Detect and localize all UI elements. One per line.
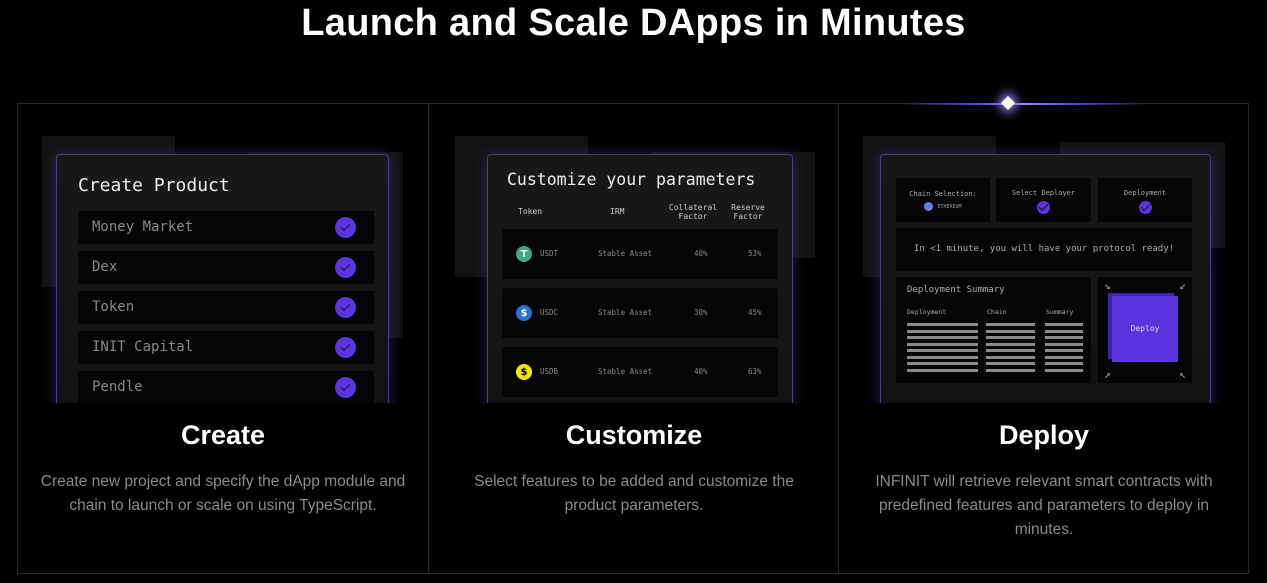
step-description: Create new project and specify the dApp …: [40, 473, 406, 514]
check-circle-icon: [335, 377, 356, 398]
check-circle-icon: [335, 257, 356, 278]
collateral-cell: 30%: [694, 308, 708, 317]
create-illustration: Create Product Money Market Dex Token IN…: [42, 136, 418, 403]
tether-icon: T: [516, 246, 532, 262]
summary-header: Deployment: [907, 308, 947, 316]
arrow-in-icon: ↘: [1104, 279, 1111, 292]
ready-message: In <1 minute, you will have your protoco…: [896, 228, 1192, 271]
deploy-button[interactable]: Deploy: [1112, 296, 1178, 362]
check-circle-icon: [335, 337, 356, 358]
product-option[interactable]: Money Market: [78, 211, 374, 244]
page-title: Launch and Scale DApps in Minutes: [301, 2, 966, 44]
step-create: Create Product Money Market Dex Token IN…: [18, 104, 428, 573]
option-label: INIT Capital: [92, 339, 194, 355]
token-cell: USDT: [540, 249, 559, 258]
product-option[interactable]: Dex: [78, 251, 374, 284]
glow-line: [898, 103, 1148, 105]
step-description: INFINIT will retrieve relevant smart con…: [875, 473, 1213, 538]
deployment-box[interactable]: Deployment: [1098, 178, 1192, 222]
placeholder-lines: [986, 323, 1035, 375]
deploy-illustration: Chain Selection: ETHEREUM Select Deploye…: [863, 136, 1239, 403]
collateral-cell: 40%: [694, 249, 708, 258]
customize-illustration: Customize your parameters Token IRM Coll…: [453, 136, 829, 403]
irm-cell: Stable Asset: [598, 249, 653, 258]
deploy-window: Chain Selection: ETHEREUM Select Deploye…: [880, 154, 1211, 403]
chain-selection-box[interactable]: Chain Selection: ETHEREUM: [896, 178, 990, 222]
window-title: Create Product: [78, 175, 230, 196]
collateral-cell: 40%: [694, 367, 708, 376]
check-circle-icon: [335, 297, 356, 318]
column-header: Reserve Factor: [731, 203, 765, 221]
select-deployer-box[interactable]: Select Deployer: [996, 178, 1091, 222]
step-deploy: Chain Selection: ETHEREUM Select Deploye…: [838, 104, 1248, 573]
column-header: IRM: [610, 207, 625, 216]
reserve-cell: 63%: [748, 367, 762, 376]
placeholder-lines: [1045, 323, 1083, 375]
chain-value: ETHEREUM: [937, 204, 962, 210]
deployment-summary: Deployment Summary Deployment Chain Summ…: [896, 277, 1091, 383]
option-label: Money Market: [92, 219, 194, 235]
table-row[interactable]: $ USDC Stable Asset 30% 45%: [502, 288, 778, 338]
placeholder-lines: [907, 323, 978, 375]
product-option[interactable]: INIT Capital: [78, 331, 374, 364]
create-product-window: Create Product Money Market Dex Token IN…: [56, 154, 389, 403]
step-title: Create: [180, 420, 266, 450]
deployer-label: Select Deployer: [1011, 189, 1076, 197]
reserve-cell: 53%: [748, 249, 762, 258]
summary-header: Chain: [987, 308, 1007, 316]
option-label: Pendle: [92, 379, 143, 395]
option-label: Dex: [92, 259, 118, 275]
column-header: Token: [518, 207, 543, 216]
column-header: Collateral Factor: [668, 203, 718, 221]
token-cell: USDB: [540, 367, 559, 376]
arrow-in-icon: ↙: [1179, 279, 1186, 292]
window-title: Customize your parameters: [507, 170, 756, 189]
summary-header: Summary: [1046, 308, 1074, 316]
ethereum-icon: [924, 202, 934, 211]
chain-value-wrap: ETHEREUM: [896, 202, 990, 211]
table-row[interactable]: $ USDB Stable Asset 40% 63%: [502, 347, 778, 397]
product-option[interactable]: Token: [78, 291, 374, 324]
step-customize: Customize your parameters Token IRM Coll…: [428, 104, 838, 573]
reserve-cell: 45%: [748, 308, 762, 317]
chain-label: Chain Selection:: [909, 190, 977, 198]
check-circle-icon: [335, 217, 356, 238]
customize-window: Customize your parameters Token IRM Coll…: [487, 154, 793, 403]
steps-frame: Create Product Money Market Dex Token IN…: [17, 95, 1249, 574]
option-label: Token: [92, 299, 135, 315]
usdc-icon: $: [516, 305, 532, 321]
arrow-in-icon: ↖: [1179, 368, 1186, 381]
check-circle-icon: [1138, 201, 1152, 214]
irm-cell: Stable Asset: [598, 308, 653, 317]
step-title: Customize: [565, 420, 703, 450]
product-option[interactable]: Pendle: [78, 371, 374, 403]
table-row[interactable]: T USDT Stable Asset 40% 53%: [502, 229, 778, 279]
summary-title: Deployment Summary: [907, 285, 1005, 295]
step-description: Select features to be added and customiz…: [474, 473, 794, 514]
irm-cell: Stable Asset: [598, 367, 653, 376]
arrow-in-icon: ↗: [1104, 368, 1111, 381]
token-cell: USDC: [540, 308, 559, 317]
deployment-label: Deployment: [1123, 189, 1167, 197]
check-circle-icon: [1037, 201, 1050, 214]
deploy-area: ↘ ↙ ↗ ↖ Deploy: [1098, 277, 1192, 383]
usdb-icon: $: [516, 364, 532, 380]
step-title: Deploy: [998, 420, 1090, 450]
